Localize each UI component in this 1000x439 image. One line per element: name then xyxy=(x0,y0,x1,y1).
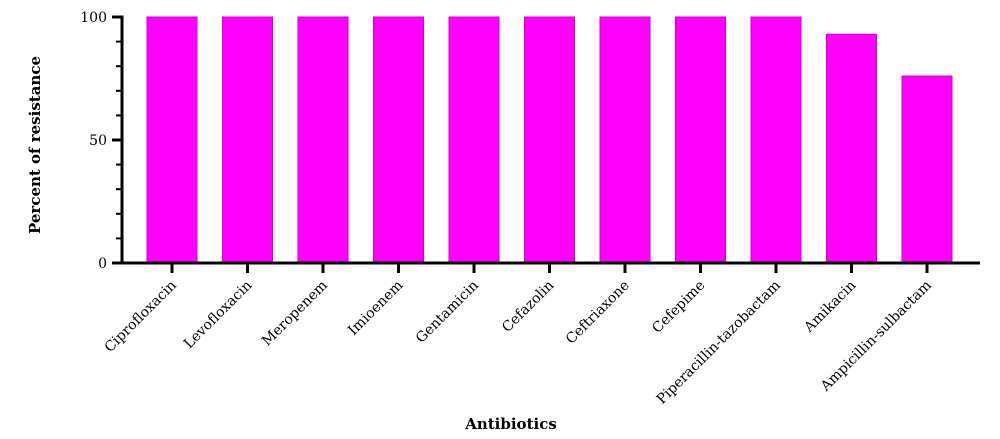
bar-ceftriaxone xyxy=(599,16,651,264)
x-tick-label-cefazolin: Cefazolin xyxy=(499,278,557,336)
bar-ciprofloxacin xyxy=(146,16,198,264)
bar-piperacillin-tazobactam xyxy=(750,16,802,264)
bars xyxy=(146,16,953,264)
y-tick-label-100: 100 xyxy=(80,10,107,26)
y-axis-ticks: 0 50 100 xyxy=(80,10,122,272)
x-tick-label-imioenem: Imioenem xyxy=(345,278,406,339)
y-tick-label-50: 50 xyxy=(89,133,107,149)
x-tick-label-ciprofloxacin: Ciprofloxacin xyxy=(102,278,180,356)
x-tick-label-amikacin: Amikacin xyxy=(801,278,860,337)
bar-imioenem xyxy=(373,16,424,264)
x-tick-label-meropenem: Meropenem xyxy=(259,278,331,350)
y-tick-label-0: 0 xyxy=(98,256,107,272)
bar-ampicillin-sulbactam xyxy=(901,75,953,264)
x-axis-title: Antibiotics xyxy=(464,415,557,433)
x-tick-label-gentamicin: Gentamicin xyxy=(413,278,482,347)
bar-cefazolin xyxy=(524,16,575,264)
y-axis-title: Percent of resistance xyxy=(26,56,44,234)
x-axis-ticks: Ciprofloxacin Levofloxacin Meropenem Imioen… xyxy=(102,263,935,408)
bar-cefepime xyxy=(675,16,726,264)
x-tick-label-piperacillin-tazobactam: Piperacillin-tazobactam xyxy=(654,278,784,408)
bar-meropenem xyxy=(297,16,349,264)
bar-gentamicin xyxy=(448,16,500,264)
x-tick-label-levofloxacin: Levofloxacin xyxy=(181,278,255,352)
bar-levofloxacin xyxy=(222,16,273,264)
x-tick-label-ceftriaxone: Ceftriaxone xyxy=(563,278,633,348)
x-tick-label-cefepime: Cefepime xyxy=(649,278,708,337)
bar-amikacin xyxy=(826,33,877,264)
